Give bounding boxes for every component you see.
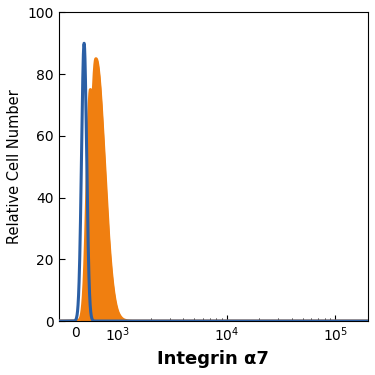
X-axis label: Integrin α7: Integrin α7	[158, 350, 269, 368]
Y-axis label: Relative Cell Number: Relative Cell Number	[7, 89, 22, 244]
